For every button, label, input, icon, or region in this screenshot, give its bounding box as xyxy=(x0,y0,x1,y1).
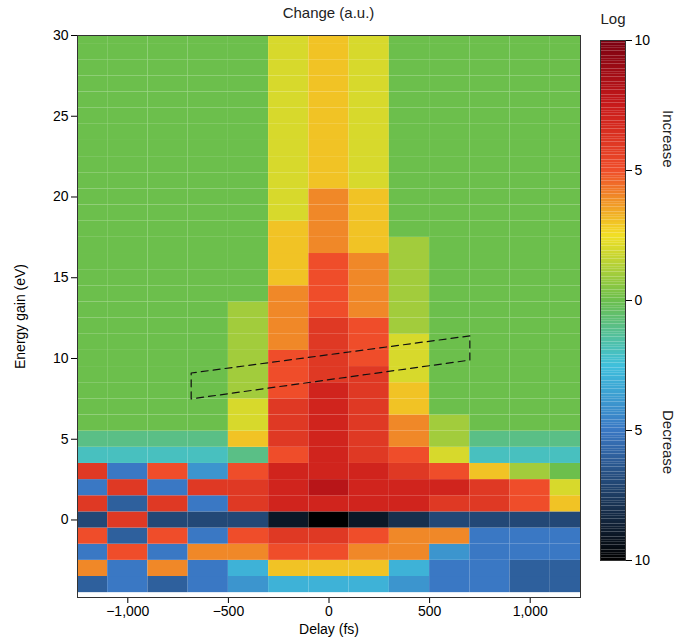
svg-text:30: 30 xyxy=(53,27,69,43)
html-text:Increase: Increase xyxy=(660,110,677,168)
svg-text:500: 500 xyxy=(418,603,442,619)
svg-text:−500: −500 xyxy=(213,603,245,619)
svg-text:10: 10 xyxy=(635,32,651,48)
svg-text:1,000: 1,000 xyxy=(513,603,548,619)
svg-text:5: 5 xyxy=(635,422,643,438)
html-text:Change (a.u.): Change (a.u.) xyxy=(282,4,375,21)
svg-text:5: 5 xyxy=(61,431,69,447)
html-text:Decrease: Decrease xyxy=(660,410,677,475)
svg-text:Energy gain (eV): Energy gain (eV) xyxy=(12,264,28,369)
svg-text:0: 0 xyxy=(61,511,69,527)
svg-text:10: 10 xyxy=(53,350,69,366)
svg-text:−1,000: −1,000 xyxy=(106,603,149,619)
svg-text:0: 0 xyxy=(325,603,333,619)
svg-text:10: 10 xyxy=(635,552,651,568)
svg-text:25: 25 xyxy=(53,108,69,124)
svg-text:Delay (fs): Delay (fs) xyxy=(299,621,359,637)
svg-text:0: 0 xyxy=(635,292,643,308)
svg-text:20: 20 xyxy=(53,188,69,204)
html-text:Log: Log xyxy=(600,10,626,27)
svg-text:15: 15 xyxy=(53,269,69,285)
svg-text:5: 5 xyxy=(635,162,643,178)
